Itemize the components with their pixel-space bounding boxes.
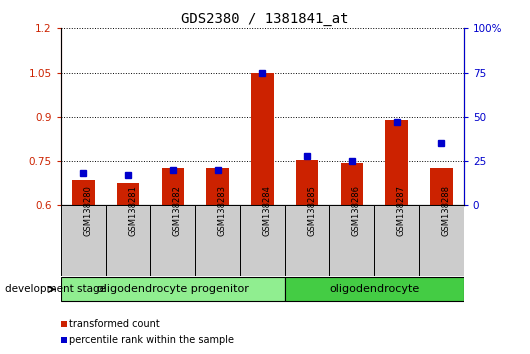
- Text: GSM138286: GSM138286: [352, 185, 361, 236]
- Bar: [385, 120, 408, 205]
- Bar: [117, 183, 139, 205]
- Bar: [61, 337, 67, 343]
- Text: GSM138288: GSM138288: [441, 185, 450, 236]
- Text: development stage: development stage: [5, 284, 107, 295]
- Bar: [285, 205, 330, 276]
- Bar: [206, 169, 229, 205]
- Bar: [251, 73, 273, 205]
- Bar: [61, 321, 67, 327]
- Bar: [330, 205, 374, 276]
- Bar: [162, 169, 184, 205]
- Bar: [61, 205, 105, 276]
- Bar: [72, 180, 94, 205]
- Bar: [61, 278, 285, 301]
- Bar: [419, 205, 464, 276]
- Bar: [296, 160, 319, 205]
- Bar: [195, 205, 240, 276]
- Text: GSM138283: GSM138283: [218, 185, 227, 236]
- Text: GSM138285: GSM138285: [307, 185, 316, 236]
- Text: oligodendrocyte progenitor: oligodendrocyte progenitor: [97, 284, 249, 294]
- Text: transformed count: transformed count: [69, 319, 160, 329]
- Bar: [285, 278, 464, 301]
- Text: GSM138287: GSM138287: [396, 185, 405, 236]
- Text: GDS2380 / 1381841_at: GDS2380 / 1381841_at: [181, 12, 349, 27]
- Text: GSM138282: GSM138282: [173, 185, 182, 236]
- Bar: [105, 205, 151, 276]
- Text: GSM138284: GSM138284: [262, 185, 271, 236]
- Bar: [374, 205, 419, 276]
- Text: percentile rank within the sample: percentile rank within the sample: [69, 335, 234, 345]
- Bar: [240, 205, 285, 276]
- Text: GSM138281: GSM138281: [128, 185, 137, 236]
- Text: GSM138280: GSM138280: [83, 185, 92, 236]
- Bar: [151, 205, 195, 276]
- Bar: [430, 167, 453, 205]
- Bar: [341, 162, 363, 205]
- Text: oligodendrocyte: oligodendrocyte: [329, 284, 419, 294]
